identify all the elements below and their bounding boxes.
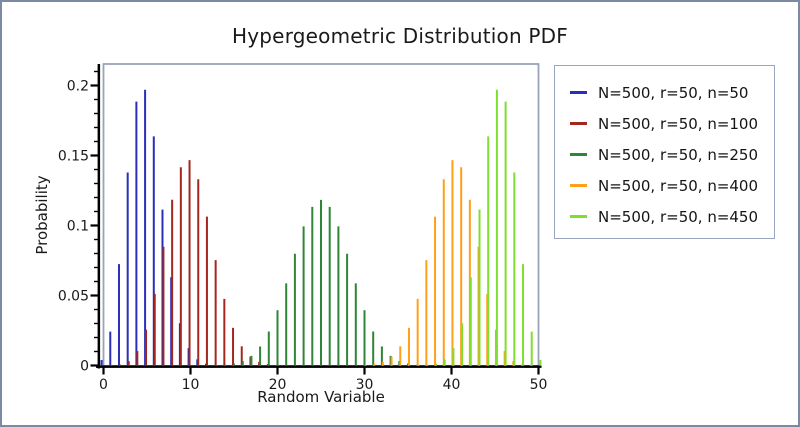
legend-label: N=500, r=50, n=400 [598,176,759,195]
y-axis-line [97,64,101,369]
y-tick-label: 0.15 [58,149,89,165]
legend-item: N=500, r=50, n=100 [555,108,774,139]
x-tick-label: 50 [530,377,548,393]
x-tick-label: 0 [99,377,108,393]
y-tick-label: 0.1 [67,219,89,235]
legend-item: N=500, r=50, n=50 [555,77,774,108]
y-tick-label: 0.2 [67,79,89,95]
legend-item: N=500, r=50, n=400 [555,170,774,201]
legend-label: N=500, r=50, n=450 [598,207,759,226]
legend-label: N=500, r=50, n=50 [598,83,749,102]
legend-swatch [570,215,587,218]
chart-title: Hypergeometric Distribution PDF [232,24,568,48]
legend-swatch [570,184,587,187]
legend-swatch [570,153,587,156]
legend-swatch [570,122,587,125]
x-axis-title: Random Variable [257,388,385,406]
legend-swatch [570,91,587,94]
legend-label: N=500, r=50, n=100 [598,114,759,133]
x-tick-label: 30 [356,377,374,393]
legend-item: N=500, r=50, n=450 [555,201,774,232]
x-tick-label: 20 [269,377,287,393]
x-tick-label: 40 [443,377,461,393]
x-tick-label: 10 [182,377,200,393]
y-tick-label: 0 [80,359,89,375]
x-axis-line [96,365,542,368]
legend-item: N=500, r=50, n=250 [555,139,774,170]
legend: N=500, r=50, n=50 N=500, r=50, n=100 N=500… [554,65,775,239]
y-tick-label: 0.05 [58,289,89,305]
legend-label: N=500, r=50, n=250 [598,145,759,164]
